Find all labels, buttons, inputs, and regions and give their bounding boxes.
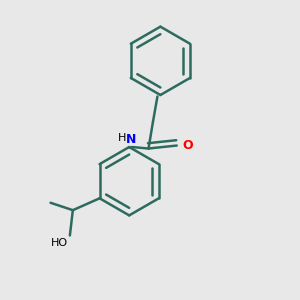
Text: O: O	[182, 139, 193, 152]
Text: N: N	[125, 133, 136, 146]
Text: HO: HO	[51, 238, 68, 248]
Text: H: H	[118, 133, 126, 142]
